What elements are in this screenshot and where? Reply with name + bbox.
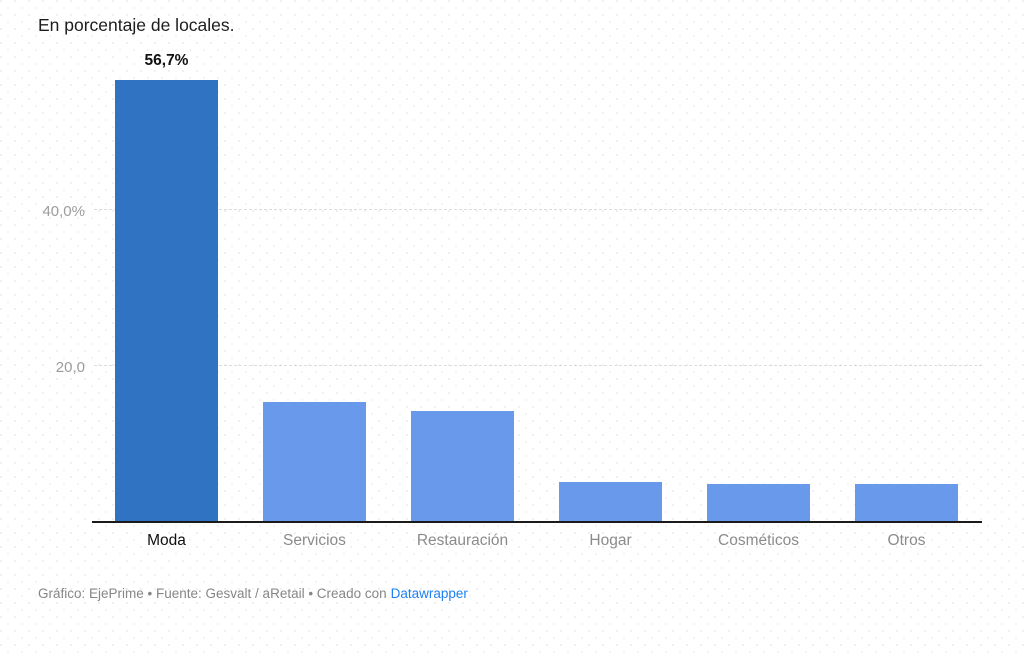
x-category-label: Otros [887, 532, 926, 549]
x-category-label: Servicios [283, 532, 346, 549]
plot-area: 56,7% [92, 0, 982, 523]
bar-restauracion [411, 411, 514, 521]
footer-attribution-text: Gráfico: EjePrime • Fuente: Gesvalt / aR… [38, 586, 387, 601]
x-category-label: Moda [147, 532, 186, 549]
bar-hogar [559, 482, 662, 521]
x-category-label: Restauración [416, 532, 509, 549]
x-category-label: Cosméticos [718, 532, 799, 549]
gridline [94, 364, 982, 366]
y-tick-label: 40,0% [42, 203, 85, 220]
chart-subtitle: En porcentaje de locales. [38, 15, 235, 35]
bar-value-label: 56,7% [144, 52, 189, 70]
bar-moda [115, 80, 218, 521]
bar-cosmeticos [707, 484, 810, 521]
x-category-label: Hogar [589, 532, 632, 549]
footer: Gráfico: EjePrime • Fuente: Gesvalt / aR… [38, 586, 468, 601]
x-axis: Moda Servicios Restauración Hogar Cosméticos… [92, 532, 982, 554]
bar-otros [855, 484, 958, 521]
datawrapper-link[interactable]: Datawrapper [390, 586, 468, 601]
y-tick-label: 20,0 [55, 358, 85, 376]
gridline [94, 209, 982, 210]
bar-servicios [263, 402, 366, 521]
